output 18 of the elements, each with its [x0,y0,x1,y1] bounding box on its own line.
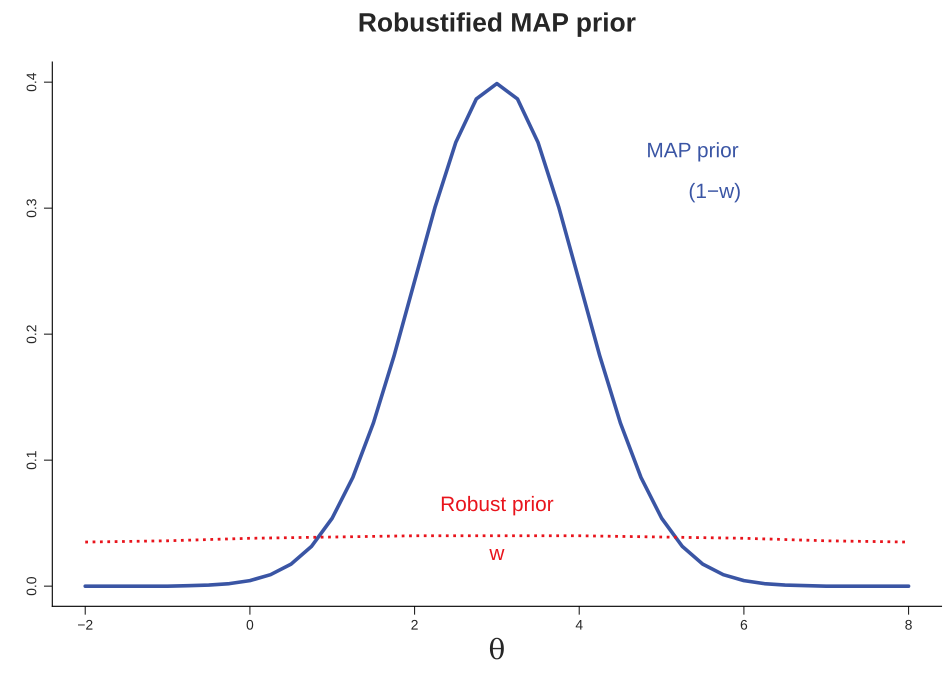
annotation: w [489,548,504,560]
y-tick-label: 0.1 [26,451,36,470]
x-tick-label: 4 [576,620,583,630]
annotation: (1−w) [690,182,740,202]
x-tick-label: 2 [411,620,418,630]
line-series [83,82,910,588]
y-tick-label: 0.2 [26,325,36,344]
series-label: Robust prior [442,496,554,516]
y-tick-label: 0.0 [26,577,36,596]
chart-title: Robustified MAP prior [360,12,636,37]
x-tick-label: 6 [740,620,748,630]
y-tick-label: 0.4 [26,72,36,92]
text: MAP prior [648,142,738,162]
x-tick-label: 8 [905,620,912,630]
x-axis-title: θ [490,638,504,660]
y-tick-label: 0.3 [26,199,36,218]
x-tick-label: −2 [78,620,92,630]
x-tick-label: 0 [246,620,254,630]
